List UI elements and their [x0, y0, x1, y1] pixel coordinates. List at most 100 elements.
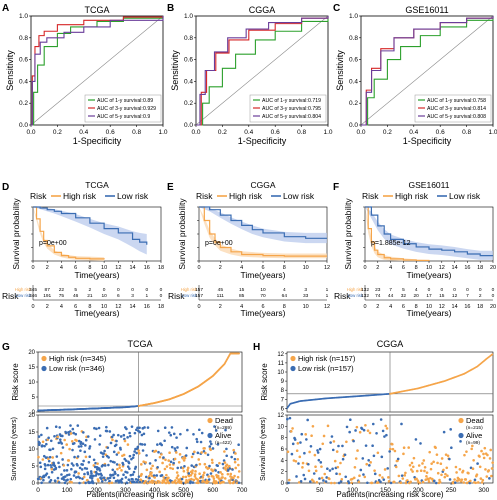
- alive-point: [326, 467, 329, 470]
- alive-point: [95, 472, 99, 475]
- risk-count: 132: [361, 293, 369, 299]
- alive-point: [352, 439, 355, 443]
- alive-point: [362, 428, 366, 432]
- dead-point: [137, 449, 140, 452]
- alive-point: [106, 446, 110, 449]
- legend-auc-value: 0.808: [473, 114, 486, 120]
- dead-point: [353, 465, 357, 469]
- alive-point: [109, 441, 113, 445]
- risk-count: 15: [239, 287, 245, 293]
- legend-label: AUC of 1-y survival:: [427, 98, 473, 104]
- risk-count: 0: [103, 287, 106, 293]
- risk-count: 85: [239, 293, 245, 299]
- dead-point: [68, 447, 71, 451]
- dead-point: [384, 424, 388, 428]
- dead-point: [410, 468, 413, 471]
- alive-point: [302, 473, 306, 477]
- dead-point: [168, 463, 172, 466]
- alive-point: [473, 478, 477, 482]
- risk-table-row-label: High risk: [15, 287, 32, 292]
- legend-label: AUC of 3-y survival:: [427, 106, 473, 112]
- dead-point: [67, 459, 71, 462]
- alive-point: [143, 426, 146, 429]
- alive-point: [379, 418, 383, 421]
- alive-point: [287, 481, 290, 485]
- alive-point: [72, 464, 75, 467]
- ci-band-high-risk: [33, 207, 105, 261]
- x-tick-label: 200: [91, 487, 102, 494]
- alive-point: [162, 456, 165, 459]
- alive-point: [132, 453, 136, 457]
- dead-point: [202, 471, 206, 474]
- alive-point: [101, 463, 105, 467]
- p-value: p=1.885e-12: [371, 240, 411, 247]
- dead-point: [438, 478, 441, 482]
- x-tick-label: 18: [158, 304, 164, 310]
- x-tick-label: 14: [452, 265, 458, 271]
- risk-count: 87: [45, 287, 51, 293]
- dead-point: [320, 465, 323, 468]
- dead-point: [162, 480, 166, 484]
- x-tick-label: 100: [62, 487, 73, 494]
- alive-point: [48, 455, 52, 459]
- x-tick-label: 1.0: [158, 129, 167, 136]
- x-tick-label: 0: [197, 265, 200, 271]
- dead-point: [158, 455, 162, 459]
- alive-point: [107, 463, 110, 467]
- dead-point: [118, 466, 122, 469]
- alive-point: [45, 442, 48, 446]
- legend-label: Low risk (n=346): [49, 364, 105, 373]
- alive-point: [136, 478, 140, 482]
- risk-count: 1: [145, 293, 148, 299]
- alive-point: [102, 452, 106, 455]
- alive-point: [169, 460, 173, 464]
- dead-point: [164, 458, 167, 462]
- x-axis-label: Time(years): [406, 270, 451, 280]
- risk-count: 0: [131, 287, 134, 293]
- risk-count: 44: [388, 293, 394, 299]
- legend-label: AUC of 3-y survival:: [97, 106, 143, 112]
- dead-point: [193, 475, 197, 478]
- x-axis-label: Time(years): [240, 270, 285, 280]
- dead-point: [229, 472, 233, 476]
- alive-point: [135, 451, 138, 455]
- alive-point: [57, 461, 60, 465]
- legend-auc-value: 0.9: [143, 114, 150, 120]
- roc-curve-1y: [196, 16, 329, 126]
- risk-title: CGGA: [377, 339, 404, 349]
- dead-point: [308, 450, 311, 454]
- panel-letter-E: E: [167, 182, 174, 193]
- alive-point: [319, 461, 323, 464]
- top-y-axis-label: Risk score: [11, 363, 20, 401]
- x-axis-label: Patients(increasing risk score): [86, 490, 193, 499]
- x-tick-label: 8: [88, 265, 91, 271]
- alive-point: [191, 452, 195, 456]
- alive-point: [132, 470, 136, 474]
- alive-point: [124, 459, 128, 462]
- alive-point: [49, 439, 53, 443]
- risk-score-points: [286, 353, 494, 410]
- dead-point: [313, 453, 317, 457]
- dead-point: [311, 424, 315, 428]
- risk-score-points: [37, 352, 240, 412]
- dead-point: [438, 480, 442, 484]
- dead-point: [63, 438, 66, 442]
- alive-point: [231, 468, 234, 471]
- dead-point: [174, 479, 177, 482]
- dead-point: [392, 480, 396, 484]
- alive-point: [341, 457, 345, 461]
- alive-point: [56, 476, 60, 480]
- x-tick-label: 2: [219, 265, 222, 271]
- alive-point: [91, 481, 95, 485]
- alive-point: [206, 453, 210, 457]
- risk-count: 0: [145, 287, 148, 293]
- alive-point: [108, 476, 112, 480]
- alive-point: [65, 469, 69, 472]
- dead-point: [163, 467, 167, 471]
- dead-point: [167, 476, 170, 480]
- x-tick-label: 100: [347, 487, 358, 494]
- alive-point: [189, 480, 192, 483]
- dead-point: [181, 456, 184, 460]
- risk-count: 7: [389, 287, 392, 293]
